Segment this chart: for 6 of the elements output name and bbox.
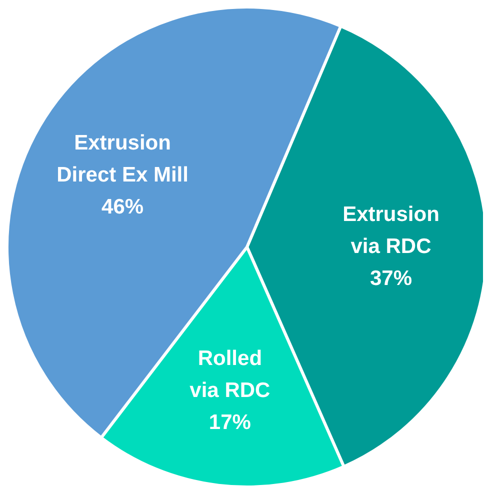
slice-label: Extrusion via RDC xyxy=(342,202,440,258)
slice-label: Extrusion Direct Ex Mill xyxy=(56,131,188,186)
data-label: 37% xyxy=(370,266,412,290)
slice-label: Rolled via RDC xyxy=(190,346,270,402)
data-label: 17% xyxy=(208,410,252,434)
data-label: 46% xyxy=(102,195,144,218)
